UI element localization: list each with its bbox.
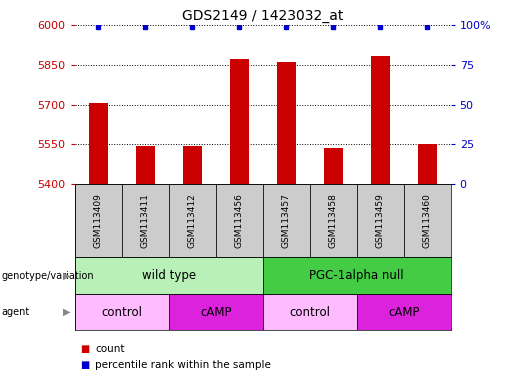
- Text: GSM113460: GSM113460: [423, 194, 432, 248]
- Text: control: control: [289, 306, 330, 318]
- Bar: [324, 149, 342, 184]
- Bar: [122, 184, 168, 257]
- Text: GSM113459: GSM113459: [375, 194, 385, 248]
- Bar: [263, 294, 356, 330]
- Text: PGC-1alpha null: PGC-1alpha null: [310, 269, 404, 282]
- Bar: [75, 184, 122, 257]
- Text: ▶: ▶: [63, 270, 71, 281]
- Text: ■: ■: [80, 344, 89, 354]
- Text: cAMP: cAMP: [388, 306, 419, 318]
- Text: GSM113458: GSM113458: [329, 194, 338, 248]
- Text: GSM113411: GSM113411: [141, 194, 150, 248]
- Text: count: count: [95, 344, 125, 354]
- Bar: [263, 257, 451, 294]
- Bar: [371, 56, 389, 184]
- Bar: [136, 146, 154, 184]
- Bar: [263, 184, 310, 257]
- Bar: [75, 257, 263, 294]
- Text: cAMP: cAMP: [200, 306, 231, 318]
- Text: ▶: ▶: [63, 307, 71, 317]
- Bar: [404, 184, 451, 257]
- Bar: [230, 60, 249, 184]
- Bar: [183, 146, 201, 184]
- Text: agent: agent: [1, 307, 29, 317]
- Text: percentile rank within the sample: percentile rank within the sample: [95, 360, 271, 370]
- Bar: [168, 184, 216, 257]
- Title: GDS2149 / 1423032_at: GDS2149 / 1423032_at: [182, 8, 344, 23]
- Text: wild type: wild type: [142, 269, 196, 282]
- Bar: [168, 294, 263, 330]
- Bar: [75, 294, 168, 330]
- Text: GSM113412: GSM113412: [187, 194, 197, 248]
- Bar: [418, 144, 437, 184]
- Bar: [89, 103, 108, 184]
- Text: ■: ■: [80, 360, 89, 370]
- Text: GSM113457: GSM113457: [282, 194, 290, 248]
- Bar: [310, 184, 356, 257]
- Text: control: control: [101, 306, 142, 318]
- Text: GSM113409: GSM113409: [94, 194, 102, 248]
- Text: genotype/variation: genotype/variation: [1, 270, 94, 281]
- Text: GSM113456: GSM113456: [235, 194, 244, 248]
- Bar: [356, 294, 451, 330]
- Bar: [216, 184, 263, 257]
- Bar: [277, 62, 296, 184]
- Bar: [356, 184, 404, 257]
